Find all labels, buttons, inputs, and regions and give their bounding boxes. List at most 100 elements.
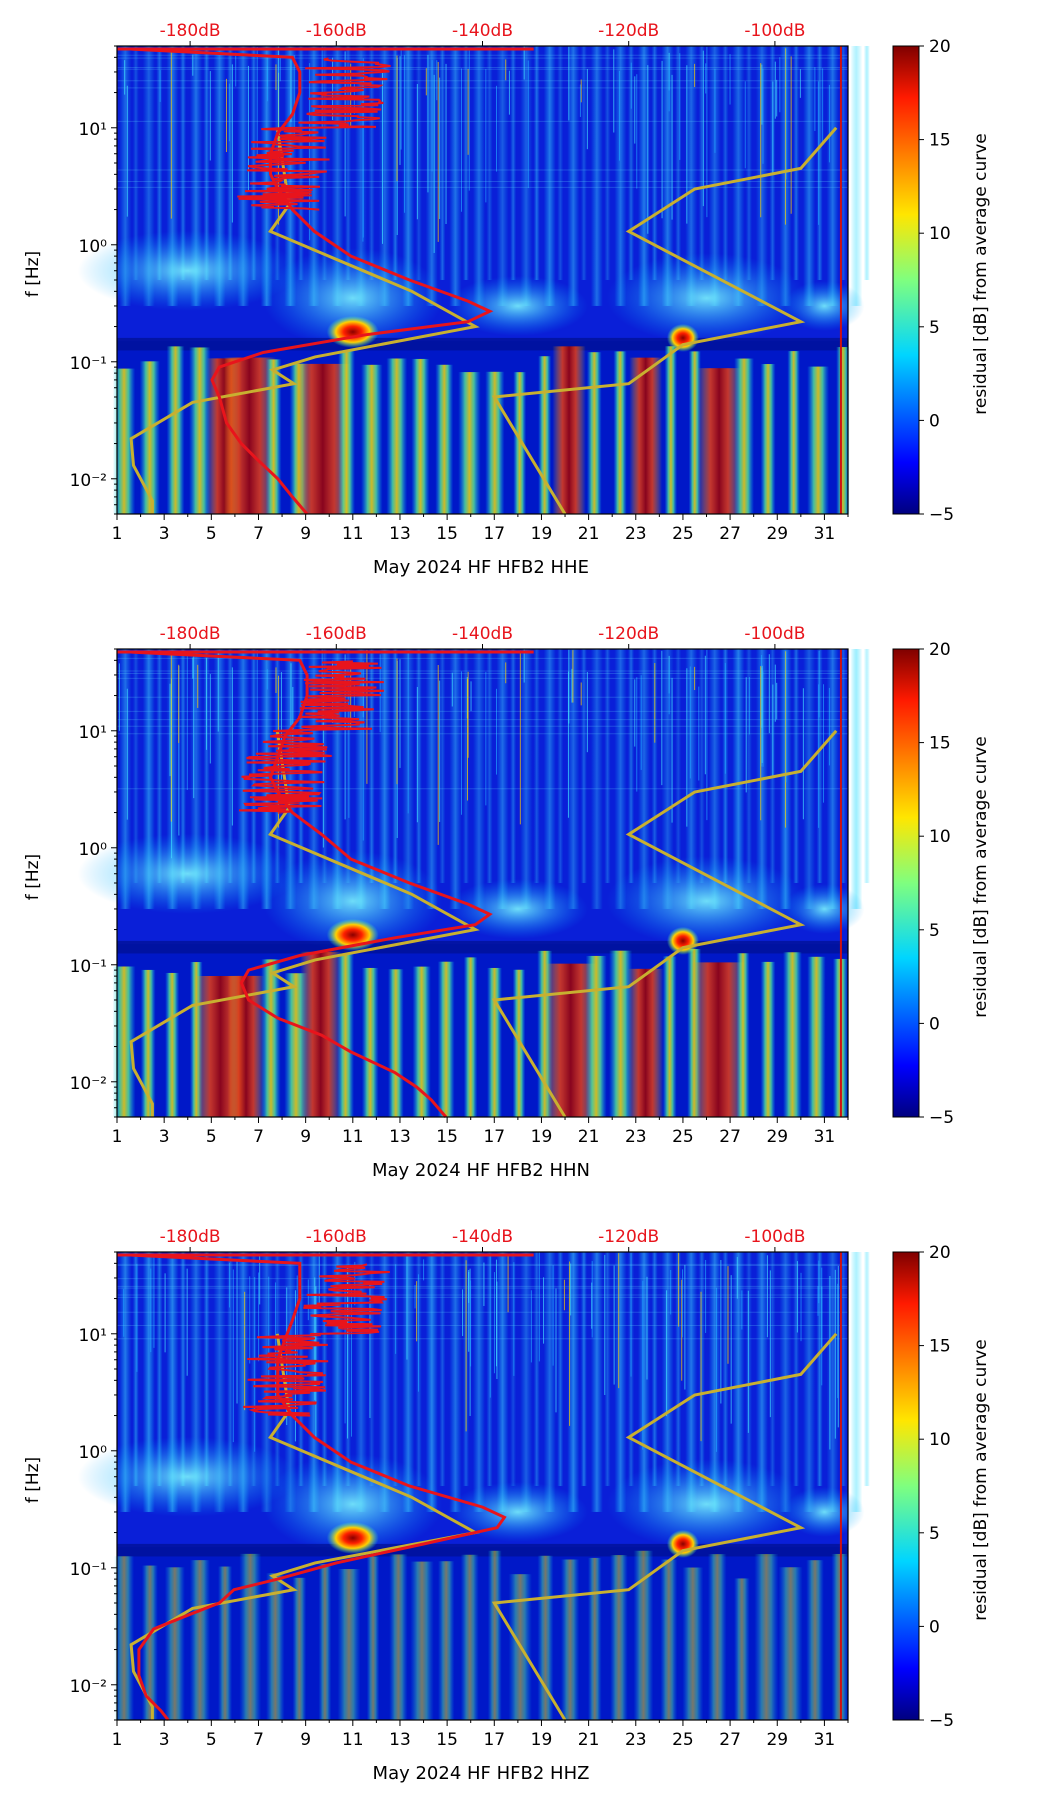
heatmap-burst bbox=[458, 372, 481, 514]
x-tick-label: 13 bbox=[389, 1730, 411, 1750]
x-tick-label: 3 bbox=[159, 1127, 170, 1147]
heatmap-darkband bbox=[117, 940, 848, 954]
heatmap-burst bbox=[361, 967, 379, 1117]
heatmap-day-stripe bbox=[520, 1252, 533, 1512]
heatmap-burst bbox=[411, 358, 430, 514]
heatmap-day-stripe bbox=[708, 1252, 721, 1512]
heatmap-day-stripe bbox=[769, 1252, 776, 1486]
model-curve-2 bbox=[491, 1332, 838, 1721]
psd-curve bbox=[131, 650, 493, 1118]
heatmap-burst bbox=[487, 967, 502, 1117]
heatmap-burst bbox=[633, 1550, 654, 1720]
heatmap-burst bbox=[610, 1555, 628, 1720]
x-tick-label: 1 bbox=[112, 1730, 123, 1750]
heatmap-day-stripe bbox=[543, 46, 556, 306]
x-tick-label: 3 bbox=[159, 524, 170, 544]
x-tick-label: 9 bbox=[300, 1127, 311, 1147]
heatmap-burst bbox=[831, 1553, 849, 1720]
heatmap-burst bbox=[437, 961, 455, 1117]
heatmap-day-stripe bbox=[402, 1252, 415, 1512]
heatmap-day-stripe bbox=[685, 1252, 698, 1512]
heatmap-burst bbox=[691, 962, 745, 1117]
heatmap-glow bbox=[262, 1454, 443, 1555]
heatmap-burst bbox=[141, 1565, 158, 1720]
heatmap-burst bbox=[386, 358, 408, 514]
heatmap-day-stripe bbox=[816, 1252, 823, 1486]
heatmap-day-stripe bbox=[510, 649, 517, 883]
x-tick-label: 23 bbox=[625, 1127, 647, 1147]
heatmap-day-stripe bbox=[449, 649, 462, 909]
colorbar-tick-label: 0 bbox=[929, 411, 940, 431]
x-tick-label: 11 bbox=[342, 524, 364, 544]
heatmap-day-stripe bbox=[425, 46, 438, 306]
heatmap-burst bbox=[140, 969, 156, 1117]
heatmap-day-stripe bbox=[520, 649, 533, 909]
heatmap-day-stripe bbox=[368, 46, 375, 280]
heatmap-day-stripe bbox=[826, 46, 839, 306]
heatmap-burst bbox=[552, 346, 586, 514]
heatmap-hotspot bbox=[326, 315, 379, 348]
heatmap-day-stripe bbox=[580, 1252, 587, 1486]
heatmap-day-stripe bbox=[533, 649, 540, 883]
heatmap-day-stripe bbox=[543, 1252, 556, 1512]
x-tick-label: 7 bbox=[253, 1127, 264, 1147]
heatmap-day-stripe bbox=[779, 1252, 792, 1512]
heatmap-day-stripe bbox=[345, 649, 352, 883]
colorbar-tick-label: 0 bbox=[929, 1617, 940, 1637]
colorbar-tick-label: −5 bbox=[929, 505, 954, 525]
x-axis-label: May 2024 HF HFB2 HHN bbox=[372, 1160, 590, 1181]
x-tick-label: 5 bbox=[206, 524, 217, 544]
x-axis-label: May 2024 HF HFB2 HHE bbox=[373, 557, 589, 578]
colorbar-tick-label: 15 bbox=[929, 734, 951, 754]
heatmap-day-stripe bbox=[590, 1252, 603, 1512]
x-tick-label: 7 bbox=[253, 1730, 264, 1750]
heatmap-hotspot bbox=[666, 323, 699, 352]
heatmap-burst bbox=[412, 966, 431, 1117]
heatmap-burst bbox=[166, 346, 185, 514]
top-tick-label: -120dB bbox=[598, 1227, 659, 1247]
heatmap-day-stripe bbox=[850, 649, 863, 909]
heatmap-area bbox=[77, 649, 870, 1117]
heatmap-day-stripe bbox=[180, 1252, 187, 1486]
colorbar-tick-label: 10 bbox=[929, 827, 951, 847]
heatmap-darkband bbox=[117, 1543, 848, 1557]
x-tick-label: 31 bbox=[814, 1127, 836, 1147]
model-curve-2 bbox=[491, 126, 838, 515]
heatmap-day-stripe bbox=[439, 1252, 446, 1486]
heatmap-burst bbox=[261, 959, 281, 1117]
heatmap-glow bbox=[784, 883, 865, 934]
heatmap-burst bbox=[410, 1561, 434, 1720]
colorbar-gradient bbox=[892, 648, 920, 1118]
y-tick-label: 10⁻¹ bbox=[70, 1560, 107, 1580]
heatmap-burst bbox=[664, 346, 678, 514]
heatmap-day-stripe bbox=[392, 649, 399, 883]
top-tick-label: -180dB bbox=[160, 624, 221, 644]
heatmap-day-stripe bbox=[378, 649, 391, 909]
psd-curve-noise bbox=[237, 57, 391, 211]
y-tick-label: 10⁻² bbox=[70, 1677, 107, 1697]
colorbar-tick-label: 10 bbox=[929, 224, 951, 244]
heatmap-day-stripe bbox=[543, 649, 556, 909]
heatmap-day-stripe bbox=[156, 1252, 163, 1486]
axes: 1 3 5 7 9 11 13 15 17 19 21 23 25 27 29 3110⁻²10⁻¹10⁰10… bbox=[70, 21, 849, 544]
axes: 1 3 5 7 9 11 13 15 17 19 21 23 25 27 29 3110⁻²10⁻¹10⁰10… bbox=[70, 1227, 849, 1750]
x-tick-label: 1 bbox=[112, 1127, 123, 1147]
heatmap-day-stripe bbox=[685, 46, 698, 306]
heatmap-area bbox=[77, 46, 870, 514]
colorbar-tick-label: −5 bbox=[929, 1711, 954, 1731]
heatmap-day-stripe bbox=[722, 1252, 729, 1486]
heatmap-day-stripe bbox=[863, 649, 870, 883]
x-tick-label: 5 bbox=[206, 1127, 217, 1147]
heatmap-day-stripe bbox=[793, 46, 800, 280]
heatmap-day-stripe bbox=[132, 1252, 139, 1486]
heatmap-day-stripe bbox=[732, 1252, 745, 1512]
heatmap-burst bbox=[388, 969, 404, 1117]
x-tick-label: 9 bbox=[300, 1730, 311, 1750]
heatmap-burst bbox=[189, 1560, 211, 1720]
heatmap-day-stripe bbox=[840, 649, 847, 883]
heatmap-burst bbox=[338, 350, 355, 514]
heatmap-burst bbox=[807, 366, 830, 514]
heatmap-day-stripe bbox=[439, 46, 446, 280]
heatmap-day-stripe bbox=[557, 649, 564, 883]
top-tick-label: -160dB bbox=[306, 21, 367, 41]
